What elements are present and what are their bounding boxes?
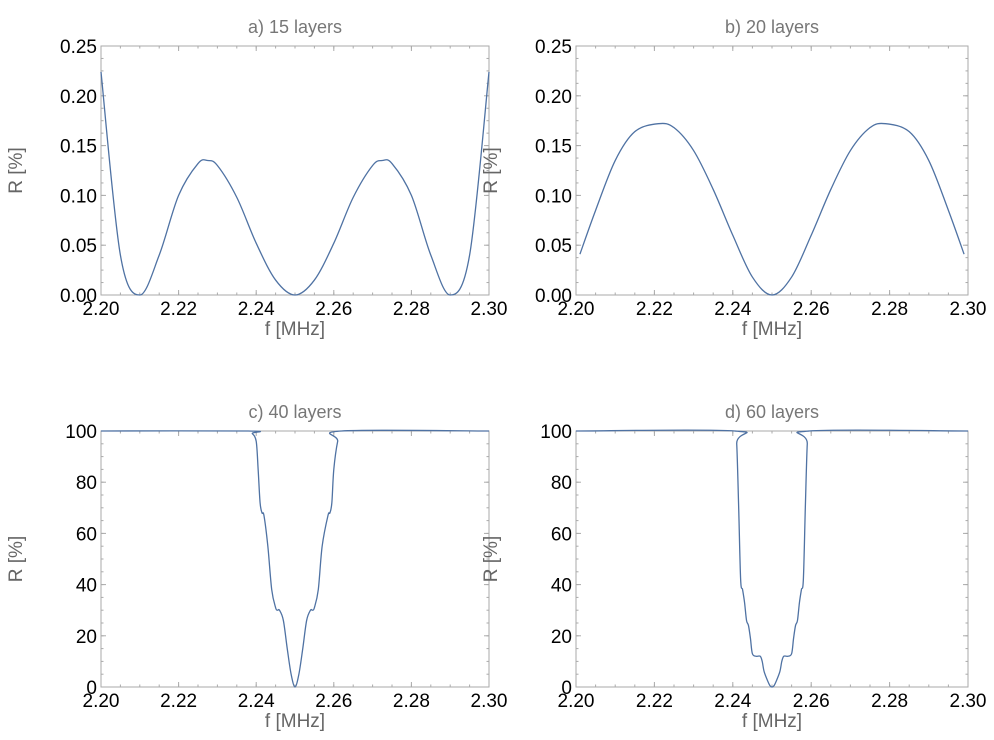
- panel-title: a) 15 layers: [248, 17, 342, 37]
- y-tick-label: 0.20: [535, 87, 572, 108]
- x-tick-label: 2.26: [793, 691, 830, 712]
- x-tick-label: 2.30: [950, 691, 987, 712]
- x-tick-label: 2.26: [315, 299, 352, 320]
- plot-frame: [575, 45, 969, 296]
- y-tick-label: 20: [551, 627, 572, 648]
- y-tick-label: 0.00: [60, 286, 97, 307]
- panel-3: c) 40 layers 2.20 2.22 2.24 2.26 2.28 2.30 0 20 4…: [6, 402, 507, 732]
- x-axis-label: f [MHz]: [265, 711, 325, 732]
- y-tick-label: 80: [76, 473, 97, 494]
- plot-frame: [100, 430, 490, 688]
- panel-title: b) 20 layers: [725, 17, 819, 37]
- y-tick-label: 60: [551, 524, 572, 545]
- y-axis-label: R [%]: [481, 147, 502, 193]
- x-tick-label: 2.22: [636, 299, 673, 320]
- x-tick-label: 2.24: [238, 691, 275, 712]
- x-tick-label: 2.30: [950, 299, 987, 320]
- plot-frame: [575, 430, 969, 688]
- y-tick-label: 0.15: [60, 137, 97, 158]
- x-tick-label: 2.20: [558, 691, 595, 712]
- y-tick-label: 0.10: [60, 186, 97, 207]
- y-tick-label: 0.15: [535, 137, 572, 158]
- x-tick-label: 2.28: [393, 691, 430, 712]
- y-tick-label: 80: [551, 473, 572, 494]
- y-tick-label: 0.05: [535, 236, 572, 257]
- series-line: [100, 429, 490, 688]
- x-tick-label: 2.24: [714, 299, 751, 320]
- x-axis-label: f [MHz]: [742, 319, 802, 340]
- y-tick-label: 0.25: [535, 37, 572, 58]
- y-tick-label: 0: [561, 678, 572, 699]
- x-tick-label: 2.20: [83, 299, 120, 320]
- y-tick-label: 60: [76, 524, 97, 545]
- panel-title: c) 40 layers: [248, 402, 341, 422]
- y-axis-label: R [%]: [481, 536, 502, 582]
- x-tick-label: 2.26: [315, 691, 352, 712]
- y-tick-label: 0: [86, 678, 97, 699]
- y-axis-label: R [%]: [6, 536, 27, 582]
- y-tick-label: 40: [551, 576, 572, 597]
- y-tick-label: 0.10: [535, 186, 572, 207]
- y-axis-label: R [%]: [6, 147, 27, 193]
- x-axis-label: f [MHz]: [265, 319, 325, 340]
- panel-1: a) 15 layers 2.20 2.22 2.24 2.26 2.28 2.30 0.00…: [6, 17, 507, 340]
- x-tick-label: 2.22: [160, 691, 197, 712]
- x-tick-label: 2.28: [871, 299, 908, 320]
- y-tick-label: 0.00: [535, 286, 572, 307]
- x-tick-label: 2.26: [793, 299, 830, 320]
- plot-frame: [100, 45, 490, 296]
- series-line: [100, 71, 490, 296]
- series-line: [575, 429, 969, 688]
- x-tick-label: 2.30: [471, 299, 508, 320]
- x-tick-label: 2.24: [714, 691, 751, 712]
- x-axis-label: f [MHz]: [742, 711, 802, 732]
- panel-2: b) 20 layers 2.20 2.22 2.24 2.26 2.28 2.30 0.00…: [481, 17, 986, 340]
- x-tick-label: 2.20: [83, 691, 120, 712]
- y-tick-label: 0.20: [60, 87, 97, 108]
- x-tick-label: 2.22: [160, 299, 197, 320]
- x-tick-label: 2.24: [238, 299, 275, 320]
- x-tick-label: 2.28: [393, 299, 430, 320]
- y-tick-label: 40: [76, 576, 97, 597]
- y-tick-label: 0.25: [60, 37, 97, 58]
- panel-4: d) 60 layers 2.20 2.22 2.24 2.26 2.28 2.30 0 20 4…: [481, 402, 986, 732]
- panel-title: d) 60 layers: [725, 402, 819, 422]
- y-tick-label: 20: [76, 627, 97, 648]
- x-tick-label: 2.22: [636, 691, 673, 712]
- y-tick-label: 100: [540, 422, 572, 443]
- x-tick-label: 2.30: [471, 691, 508, 712]
- y-tick-label: 0.05: [60, 236, 97, 257]
- x-tick-label: 2.28: [871, 691, 908, 712]
- y-tick-label: 100: [65, 422, 97, 443]
- x-tick-label: 2.20: [558, 299, 595, 320]
- series-line: [579, 122, 965, 296]
